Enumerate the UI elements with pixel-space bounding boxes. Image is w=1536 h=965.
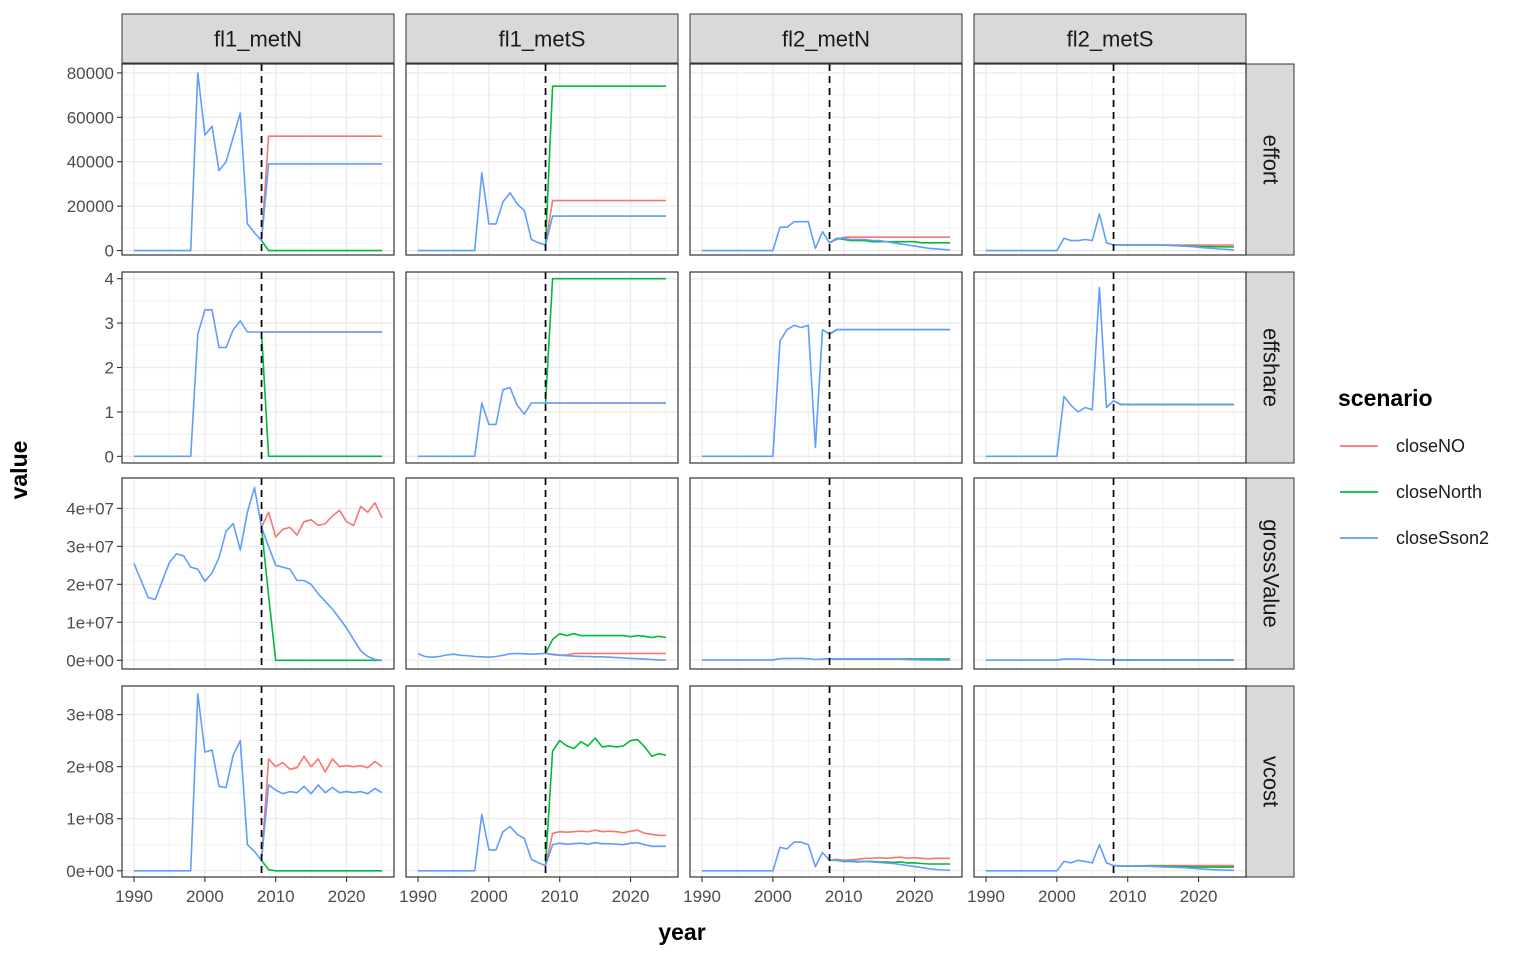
- x-axis-title: year: [658, 919, 705, 945]
- x-tick-label: 2000: [470, 887, 508, 906]
- panel-fl1_metS-effort: [406, 64, 678, 255]
- panel-background: [406, 64, 678, 255]
- facet-strip-label-fl2_metS: fl2_metS: [1067, 27, 1154, 52]
- x-tick-label: 2020: [1180, 887, 1218, 906]
- panel-fl1_metN-grossValue: [122, 478, 394, 669]
- panel-fl2_metS-effort: [974, 64, 1246, 255]
- panel-background: [122, 64, 394, 255]
- panel-fl2_metN-effshare: [690, 272, 962, 463]
- y-tick-label: 1e+07: [66, 613, 114, 632]
- y-tick-label: 2e+08: [66, 758, 114, 777]
- panel-background: [974, 64, 1246, 255]
- x-tick-label: 2010: [257, 887, 295, 906]
- legend-label-closeNO: closeNO: [1396, 436, 1465, 456]
- x-tick-label: 2000: [754, 887, 792, 906]
- x-tick-label: 1990: [399, 887, 437, 906]
- y-tick-label: 3: [105, 314, 114, 333]
- y-tick-label: 0e+00: [66, 862, 114, 881]
- x-tick-label: 2020: [328, 887, 366, 906]
- y-tick-label: 4e+07: [66, 499, 114, 518]
- panel-fl1_metN-effort: [122, 64, 394, 255]
- panel-background: [406, 478, 678, 669]
- panel-fl1_metN-vcost: [122, 686, 394, 877]
- panel-fl2_metN-effort: [690, 64, 962, 255]
- panel-fl1_metS-vcost: [406, 686, 678, 877]
- y-tick-label: 4: [105, 270, 114, 289]
- x-tick-label: 2010: [1109, 887, 1147, 906]
- y-tick-label: 0: [105, 447, 114, 466]
- x-tick-label: 1990: [967, 887, 1005, 906]
- legend-title: scenario: [1338, 385, 1433, 411]
- y-tick-label: 40000: [67, 153, 114, 172]
- panel-background: [690, 64, 962, 255]
- y-tick-label: 60000: [67, 108, 114, 127]
- y-tick-label: 3e+07: [66, 537, 114, 556]
- panel-fl1_metN-effshare: [122, 272, 394, 463]
- legend-label-closeSson2: closeSson2: [1396, 528, 1489, 548]
- y-tick-label: 2e+07: [66, 575, 114, 594]
- y-tick-label: 3e+08: [66, 706, 114, 725]
- x-tick-label: 2010: [541, 887, 579, 906]
- y-tick-label: 80000: [67, 64, 114, 83]
- y-tick-label: 1e+08: [66, 810, 114, 829]
- panel-background: [690, 478, 962, 669]
- x-tick-label: 2010: [825, 887, 863, 906]
- facet-strip-label-grossValue: grossValue: [1259, 519, 1284, 627]
- panel-fl2_metS-effshare: [974, 272, 1246, 463]
- x-tick-label: 2020: [896, 887, 934, 906]
- facet-strip-label-fl1_metN: fl1_metN: [214, 27, 302, 52]
- x-tick-label: 2000: [186, 887, 224, 906]
- y-tick-label: 2: [105, 359, 114, 378]
- x-tick-label: 2000: [1038, 887, 1076, 906]
- y-tick-label: 20000: [67, 197, 114, 216]
- facet-strip-label-fl1_metS: fl1_metS: [499, 27, 586, 52]
- x-tick-label: 1990: [683, 887, 721, 906]
- facet-strip-label-fl2_metN: fl2_metN: [782, 27, 870, 52]
- panel-fl2_metS-grossValue: [974, 478, 1246, 669]
- panel-fl2_metN-grossValue: [690, 478, 962, 669]
- panel-fl2_metN-vcost: [690, 686, 962, 877]
- panel-fl2_metS-vcost: [974, 686, 1246, 877]
- y-axis-title: value: [6, 441, 32, 500]
- y-tick-label: 0e+00: [66, 651, 114, 670]
- x-tick-label: 2020: [612, 887, 650, 906]
- panel-fl1_metS-effshare: [406, 272, 678, 463]
- panel-background: [974, 478, 1246, 669]
- x-tick-label: 1990: [115, 887, 153, 906]
- y-tick-label: 0: [105, 242, 114, 261]
- panel-fl1_metS-grossValue: [406, 478, 678, 669]
- facet-strip-label-vcost: vcost: [1259, 756, 1284, 807]
- facet-strip-label-effort: effort: [1259, 135, 1284, 185]
- facet-strip-label-effshare: effshare: [1259, 328, 1284, 407]
- legend-label-closeNorth: closeNorth: [1396, 482, 1482, 502]
- y-tick-label: 1: [105, 403, 114, 422]
